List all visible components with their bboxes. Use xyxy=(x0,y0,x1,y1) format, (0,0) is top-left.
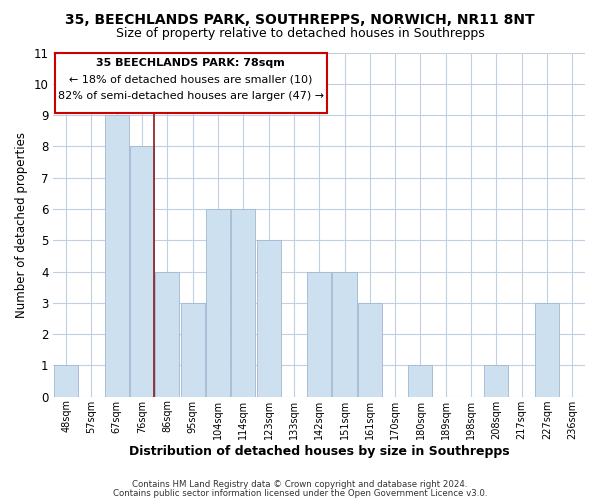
Bar xyxy=(332,272,356,396)
Bar xyxy=(257,240,281,396)
Text: 35 BEECHLANDS PARK: 78sqm: 35 BEECHLANDS PARK: 78sqm xyxy=(97,58,285,68)
FancyBboxPatch shape xyxy=(55,52,327,112)
Bar xyxy=(231,209,255,396)
Bar xyxy=(54,366,78,396)
Bar xyxy=(104,115,129,396)
Text: ← 18% of detached houses are smaller (10): ← 18% of detached houses are smaller (10… xyxy=(69,74,313,84)
X-axis label: Distribution of detached houses by size in Southrepps: Distribution of detached houses by size … xyxy=(129,444,509,458)
Bar xyxy=(484,366,508,396)
Y-axis label: Number of detached properties: Number of detached properties xyxy=(15,132,28,318)
Bar xyxy=(181,303,205,396)
Bar xyxy=(358,303,382,396)
Bar xyxy=(409,366,433,396)
Bar xyxy=(155,272,179,396)
Text: Contains public sector information licensed under the Open Government Licence v3: Contains public sector information licen… xyxy=(113,489,487,498)
Text: Contains HM Land Registry data © Crown copyright and database right 2024.: Contains HM Land Registry data © Crown c… xyxy=(132,480,468,489)
Bar xyxy=(206,209,230,396)
Text: Size of property relative to detached houses in Southrepps: Size of property relative to detached ho… xyxy=(116,28,484,40)
Bar xyxy=(130,146,154,396)
Text: 82% of semi-detached houses are larger (47) →: 82% of semi-detached houses are larger (… xyxy=(58,92,324,102)
Bar xyxy=(535,303,559,396)
Bar xyxy=(307,272,331,396)
Text: 35, BEECHLANDS PARK, SOUTHREPPS, NORWICH, NR11 8NT: 35, BEECHLANDS PARK, SOUTHREPPS, NORWICH… xyxy=(65,12,535,26)
